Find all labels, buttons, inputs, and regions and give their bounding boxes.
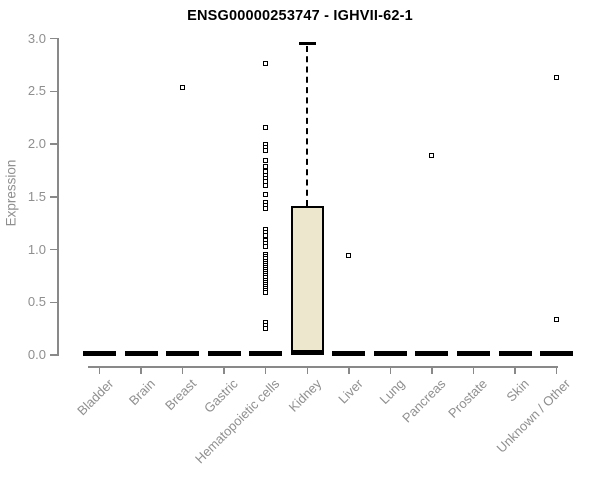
x-tick-label: Unknown / Other <box>493 376 574 456</box>
box-median <box>457 351 491 357</box>
outlier-point <box>554 316 560 322</box>
box-median <box>249 351 283 357</box>
outlier-point <box>554 75 560 81</box>
y-tick <box>50 354 58 356</box>
outlier-point <box>429 153 435 159</box>
y-tick <box>50 196 58 198</box>
x-tick <box>140 366 142 374</box>
y-tick <box>50 37 58 40</box>
x-tick <box>181 366 184 374</box>
box-median <box>540 351 574 357</box>
outlier-point <box>263 124 269 130</box>
x-tick <box>264 366 267 374</box>
outlier-point <box>263 61 269 67</box>
y-tick-label: 0.5 <box>27 294 46 310</box>
box-median <box>207 351 241 357</box>
y-tick-label: 1.0 <box>27 241 46 257</box>
outlier-point <box>263 290 269 296</box>
x-tick <box>348 366 350 374</box>
x-tick-label: Skin <box>503 376 532 405</box>
box-median <box>83 351 116 357</box>
box-median <box>290 350 324 356</box>
x-tick <box>306 366 309 374</box>
x-tick-label: Kidney <box>285 376 324 415</box>
boxplot-box <box>290 206 324 353</box>
outlier-point <box>263 158 269 164</box>
x-tick-label: Breast <box>162 376 200 414</box>
box-median <box>166 351 200 357</box>
x-tick <box>472 366 475 374</box>
y-tick-label: 2.5 <box>27 83 46 99</box>
y-tick <box>50 90 58 92</box>
x-tick-label: Gastric <box>201 376 241 416</box>
box-median <box>415 351 449 357</box>
x-tick-label: Bladder <box>73 376 117 419</box>
box-median <box>373 351 407 357</box>
y-tick-label: 1.5 <box>27 188 46 204</box>
y-tick-label: 2.0 <box>27 136 46 151</box>
box-median <box>332 351 366 357</box>
outlier-point <box>263 326 269 332</box>
y-tick-label: 3.0 <box>27 30 46 46</box>
y-axis-line <box>57 38 59 356</box>
outlier-point <box>263 163 269 169</box>
y-tick <box>50 143 58 145</box>
y-tick-label: 0.0 <box>27 347 46 362</box>
x-tick-label: Liver <box>334 376 366 407</box>
x-tick-label: Brain <box>125 376 158 409</box>
outlier-point <box>263 192 269 198</box>
outlier-point <box>180 84 186 90</box>
x-axis-line <box>88 366 558 368</box>
x-tick-label: Lung <box>375 376 408 408</box>
y-tick <box>50 248 58 251</box>
x-tick-label: Pancreas <box>399 376 449 426</box>
outlier-point <box>263 182 269 188</box>
box-whisker <box>306 45 309 207</box>
whisker-cap <box>298 42 316 46</box>
outlier-point <box>263 243 269 249</box>
x-tick <box>98 366 101 374</box>
x-tick <box>431 366 433 374</box>
outlier-point <box>346 253 352 259</box>
outlier-point <box>263 205 269 211</box>
chart-title: ENSG00000253747 - IGHVII-62-1 <box>187 8 413 24</box>
x-tick <box>223 366 225 374</box>
outlier-point <box>263 147 269 153</box>
y-tick <box>50 301 58 303</box>
x-tick-label: Prostate <box>445 376 491 421</box>
x-tick <box>514 366 516 374</box>
box-median <box>498 351 532 357</box>
x-tick <box>389 366 392 374</box>
box-median <box>124 351 158 357</box>
x-tick <box>555 366 558 374</box>
